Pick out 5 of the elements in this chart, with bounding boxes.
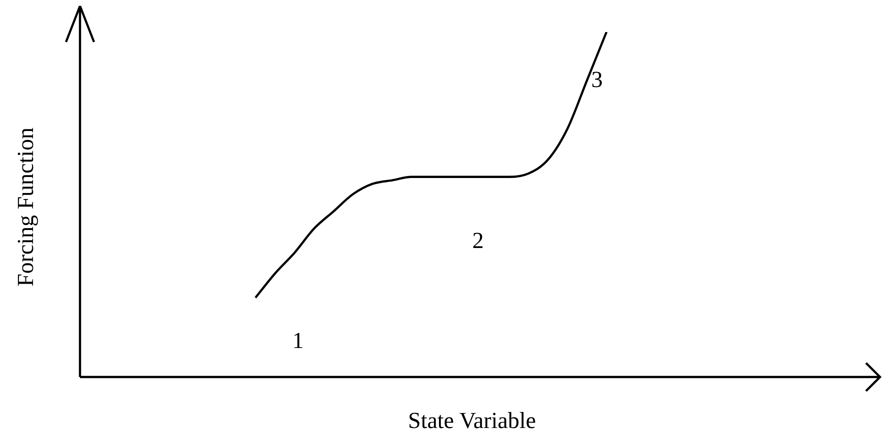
y-axis-title: Forcing Function — [13, 127, 39, 287]
annotation: 1 — [292, 328, 304, 354]
annotation: 3 — [591, 67, 603, 93]
x-axis-title: State Variable — [408, 408, 536, 434]
annotation: 2 — [472, 228, 484, 254]
